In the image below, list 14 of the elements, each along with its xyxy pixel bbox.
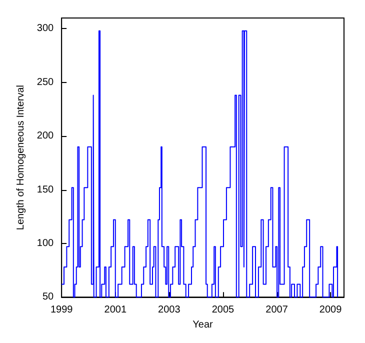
y-axis-title: Length of Homogeneous Interval: [16, 84, 26, 230]
x-tick-label: 2005: [212, 304, 235, 316]
x-tick-label: 2007: [266, 304, 288, 316]
x-tick-label: 2003: [158, 304, 181, 316]
y-tick-label: 300: [36, 23, 54, 34]
y-tick-label: 50: [42, 292, 54, 303]
y-tick-label: 150: [36, 184, 54, 196]
y-tick-label: 250: [36, 76, 54, 88]
x-tick-label: 2001: [104, 304, 127, 316]
y-tick-label: 200: [36, 130, 54, 142]
x-tick-label: 1999: [50, 304, 74, 316]
y-tick-label: 100: [36, 238, 54, 249]
x-tick-label: 2009: [319, 304, 342, 316]
x-axis-title: Year: [192, 320, 214, 330]
